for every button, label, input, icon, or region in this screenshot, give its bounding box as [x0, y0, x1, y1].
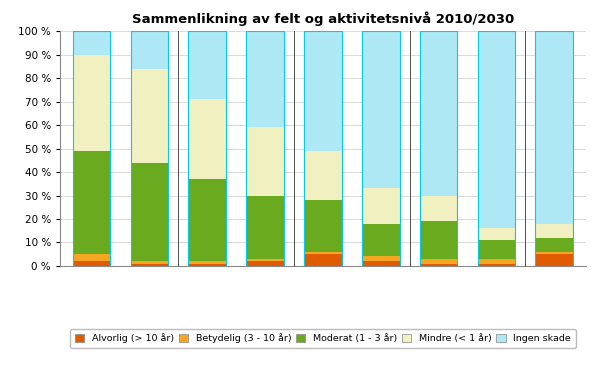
Bar [246, 196, 284, 259]
Bar [478, 31, 515, 266]
Bar [535, 252, 573, 254]
Bar [130, 69, 168, 163]
Bar [420, 31, 457, 196]
Bar [73, 55, 111, 151]
Bar [478, 228, 515, 240]
Bar [246, 259, 284, 261]
Bar [304, 31, 341, 151]
Bar [188, 31, 226, 266]
Bar [478, 31, 515, 228]
Bar [73, 254, 111, 261]
Bar [535, 254, 573, 266]
Bar [188, 31, 226, 99]
Bar [188, 264, 226, 266]
Title: Sammenlikning av felt og aktivitetsnivå 2010/2030: Sammenlikning av felt og aktivitetsnivå … [132, 11, 514, 26]
Bar [362, 31, 399, 188]
Bar [420, 259, 457, 264]
Bar [420, 31, 457, 266]
Bar [130, 264, 168, 266]
Bar [304, 200, 341, 252]
Bar [420, 221, 457, 259]
Bar [130, 31, 168, 69]
Bar [246, 31, 284, 266]
Bar [73, 31, 111, 266]
Bar [362, 31, 399, 266]
Bar [304, 151, 341, 200]
Bar [478, 264, 515, 266]
Bar [188, 261, 226, 264]
Bar [535, 31, 573, 266]
Bar [130, 31, 168, 266]
Bar [130, 163, 168, 261]
Bar [362, 188, 399, 224]
Bar [73, 31, 111, 55]
Bar [246, 261, 284, 266]
Bar [246, 31, 284, 127]
Bar [478, 240, 515, 259]
Bar [362, 261, 399, 266]
Bar [362, 256, 399, 261]
Bar [420, 196, 457, 221]
Bar [130, 261, 168, 264]
Bar [246, 127, 284, 196]
Bar [188, 179, 226, 261]
Bar [420, 264, 457, 266]
Bar [304, 252, 341, 254]
Bar [535, 224, 573, 238]
Bar [535, 31, 573, 224]
Bar [478, 259, 515, 264]
Bar [535, 238, 573, 252]
Bar [73, 151, 111, 254]
Bar [362, 224, 399, 256]
Bar [304, 31, 341, 266]
Bar [304, 254, 341, 266]
Bar [73, 261, 111, 266]
Legend: Alvorlig (> 10 år), Betydelig (3 - 10 år), Moderat (1 - 3 år), Mindre (< 1 år), : Alvorlig (> 10 år), Betydelig (3 - 10 år… [70, 329, 576, 348]
Bar [188, 99, 226, 179]
